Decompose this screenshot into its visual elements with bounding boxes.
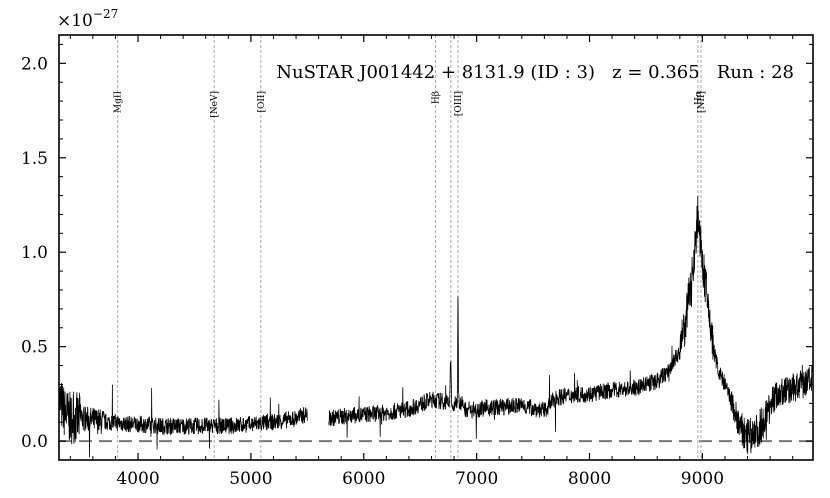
emission-line-label-nii: [NII] — [697, 91, 707, 113]
x-tick-label: 6000 — [342, 469, 385, 489]
y-multiplier-exponent: −27 — [93, 7, 118, 21]
x-tick-label: 4000 — [116, 469, 159, 489]
spectrum-line-red — [328, 195, 813, 455]
x-tick-label: 5000 — [229, 469, 272, 489]
x-tick-label: 7000 — [455, 469, 498, 489]
emission-line-label-oii: [OII] — [257, 91, 267, 113]
x-tick-label: 8000 — [568, 469, 611, 489]
emission-line-label-oiii: [OIII] — [454, 91, 464, 116]
plot-frame — [58, 34, 814, 461]
emission-line-label-h: Hβ — [432, 91, 442, 104]
y-multiplier-label: ×10−27 — [57, 7, 118, 31]
chart-title: NuSTAR J001442 + 8131.9 (ID : 3) z = 0.3… — [276, 62, 794, 83]
emission-line-label-nev: [NeV] — [210, 91, 220, 118]
y-tick-label: 1.0 — [21, 243, 48, 263]
x-tick-label: 9000 — [681, 469, 724, 489]
y-tick-label: 2.0 — [21, 54, 48, 74]
spectrum-line-blue — [59, 382, 308, 458]
y-tick-label: 1.5 — [21, 149, 48, 169]
y-tick-label: 0.5 — [21, 338, 48, 358]
y-tick-label: 0.0 — [21, 432, 48, 452]
emission-line-label-h: Hα — [694, 91, 704, 105]
emission-line-label-mgii: MgII — [114, 91, 124, 114]
